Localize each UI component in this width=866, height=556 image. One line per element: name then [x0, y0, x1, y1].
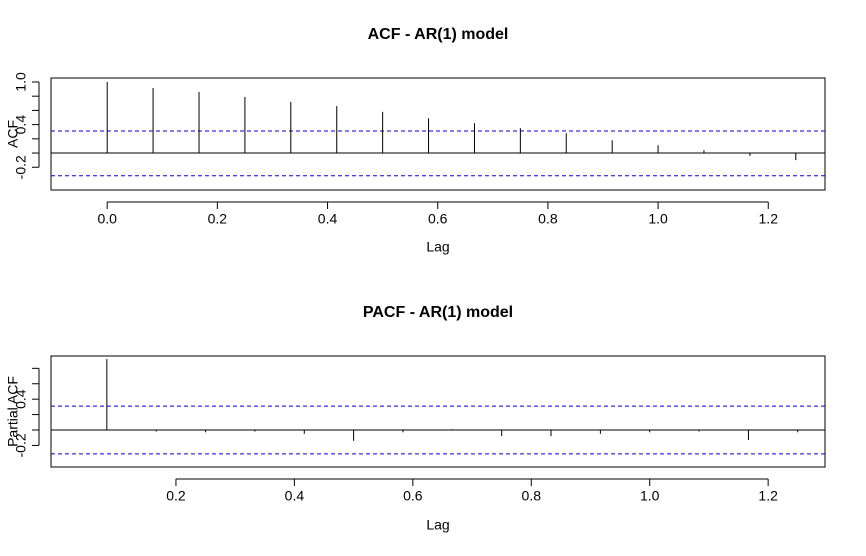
x-tick-label: 0.6 [428, 211, 448, 227]
x-tick-label: 1.2 [759, 211, 779, 227]
y-tick-label: -0.2 [13, 433, 29, 457]
chart-title: ACF - AR(1) model [368, 26, 509, 43]
x-tick-label: 0.4 [318, 211, 338, 227]
x-tick-label: 0.2 [166, 488, 186, 504]
x-axis-label: Lag [426, 517, 449, 533]
x-tick-label: 0.2 [208, 211, 228, 227]
chart-title: PACF - AR(1) model [363, 304, 513, 321]
x-tick-label: 0.8 [522, 488, 542, 504]
x-tick-label: 0.6 [403, 488, 423, 504]
x-tick-label: 1.0 [640, 488, 660, 504]
x-tick-label: 0.8 [538, 211, 558, 227]
x-tick-label: 1.0 [648, 211, 668, 227]
x-tick-label: 0.4 [285, 488, 305, 504]
y-tick-label: -0.2 [13, 155, 29, 179]
x-tick-label: 0.0 [97, 211, 117, 227]
x-tick-label: 1.2 [758, 488, 778, 504]
y-axis-label: ACF [5, 120, 21, 148]
x-axis-label: Lag [426, 239, 449, 255]
plot-frame [50, 355, 826, 468]
y-tick-label: 1.0 [13, 72, 29, 92]
y-tick-label: 0.4 [13, 389, 29, 409]
plot-frame [50, 77, 826, 191]
y-tick-label: 0.4 [13, 115, 29, 135]
y-axis-label: Partial ACF [5, 376, 21, 447]
